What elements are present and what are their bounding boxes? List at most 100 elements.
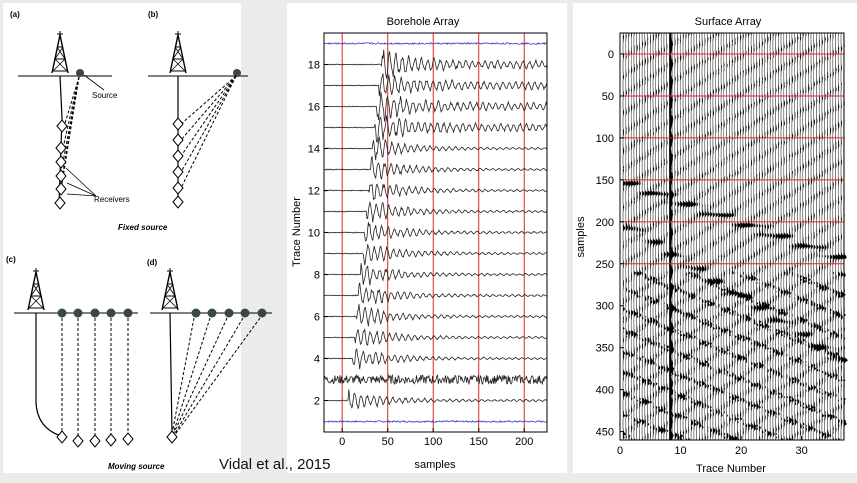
surface-wiggle-trace bbox=[631, 32, 636, 441]
surface-wiggle-trace bbox=[797, 32, 801, 440]
surface-wiggle-trace bbox=[756, 33, 760, 441]
surface-wiggle-trace bbox=[644, 33, 648, 441]
borehole-array-chart: Borehole Array 0 50 100 150 200 2 4 6 8 10 12 14 16… bbox=[291, 16, 548, 471]
surface-chart-title: Surface Array bbox=[695, 16, 762, 28]
borehole-trace bbox=[323, 200, 548, 223]
borehole-traces bbox=[323, 41, 548, 424]
surface-wiggle-trace bbox=[701, 33, 706, 441]
borehole-x-tick-label: 100 bbox=[424, 436, 442, 448]
surface-wiggle-trace bbox=[813, 33, 818, 441]
surface-wiggle-trace bbox=[783, 33, 788, 441]
surface-wiggle-trace bbox=[810, 32, 815, 440]
receiver-icon bbox=[72, 434, 84, 448]
surface-wiggle-trace bbox=[767, 32, 771, 441]
surface-wiggle-trace bbox=[748, 32, 753, 440]
surface-wiggle-trace bbox=[742, 32, 747, 440]
receiver-icon bbox=[89, 434, 101, 448]
receiver-icon bbox=[56, 430, 68, 444]
surface-y-tick-label: 200 bbox=[596, 217, 614, 229]
borehole-x-tick-label: 200 bbox=[515, 436, 533, 448]
surface-wiggle-trace bbox=[824, 33, 827, 441]
surface-wiggle-trace bbox=[838, 32, 843, 441]
borehole-trace bbox=[323, 155, 548, 180]
borehole-trace bbox=[323, 91, 548, 122]
borehole-trace bbox=[323, 73, 548, 97]
source-dot bbox=[90, 308, 100, 318]
receiver-icon bbox=[55, 182, 67, 196]
citation: Vidal et al., 2015 bbox=[219, 456, 331, 473]
surface-horizontal-lines bbox=[620, 53, 844, 265]
surface-plot-frame bbox=[619, 32, 845, 441]
surface-wiggle-trace bbox=[769, 32, 773, 440]
receiver-icon bbox=[172, 165, 184, 179]
surface-wiggle-trace bbox=[772, 32, 776, 440]
surface-wiggle-trace bbox=[791, 33, 795, 441]
surface-y-tick-label: 50 bbox=[602, 91, 614, 103]
surface-wiggle-trace bbox=[816, 33, 822, 441]
surface-y-tick-label: 300 bbox=[596, 301, 614, 313]
surface-x-tick-label: 30 bbox=[795, 445, 807, 457]
surface-wiggle-trace bbox=[737, 33, 742, 441]
surface-wiggle-trace bbox=[764, 33, 769, 441]
surface-wiggle-trace bbox=[625, 32, 630, 440]
surface-wiggle-trace bbox=[840, 32, 845, 440]
borehole-x-axis-title: samples bbox=[415, 459, 456, 471]
surface-wiggle-trace bbox=[726, 33, 730, 441]
borehole-trace bbox=[323, 136, 548, 161]
borehole-y-axis-title: Trace Number bbox=[291, 197, 303, 267]
surface-wiggle-trace bbox=[647, 33, 651, 441]
borehole-x-ticks: 0 50 100 150 200 bbox=[339, 428, 533, 448]
borehole-trace bbox=[323, 222, 547, 242]
borehole-trace bbox=[323, 115, 548, 143]
borehole-trace bbox=[324, 262, 548, 286]
moving-source-caption: Moving source bbox=[108, 462, 165, 471]
surface-wiggle-trace bbox=[682, 32, 687, 440]
schematic-c: (c) bbox=[6, 255, 138, 448]
surface-x-tick-label: 20 bbox=[735, 445, 747, 457]
source-dot bbox=[257, 308, 267, 318]
borehole-trace bbox=[323, 304, 548, 327]
receiver-icon bbox=[54, 196, 66, 210]
surface-wiggles bbox=[622, 32, 849, 441]
surface-wiggle-trace bbox=[775, 32, 779, 440]
surface-wiggle-trace bbox=[734, 33, 738, 441]
surface-y-tick-label: 350 bbox=[596, 343, 614, 355]
receiver-icon bbox=[172, 149, 184, 163]
surface-x-tick-label: 10 bbox=[674, 445, 686, 457]
source-dot bbox=[106, 308, 116, 318]
surface-wiggle-trace bbox=[740, 32, 744, 440]
surface-wiggle-trace bbox=[753, 32, 757, 441]
borehole-trace bbox=[323, 389, 547, 409]
surface-wiggle-trace bbox=[661, 32, 664, 440]
source-dot bbox=[233, 69, 241, 77]
surface-wiggle-trace bbox=[696, 33, 700, 441]
surface-y-tick-label: 450 bbox=[596, 427, 614, 439]
surface-wiggle-trace bbox=[829, 32, 833, 441]
surface-wiggle-trace bbox=[704, 33, 708, 441]
borehole-y-tick-label: 14 bbox=[308, 144, 320, 156]
borehole-trace bbox=[323, 244, 547, 266]
surface-wiggle-trace bbox=[835, 32, 840, 441]
panel-label-b: (b) bbox=[148, 10, 159, 19]
borehole-y-ticks: 2 4 6 8 10 12 14 16 18 bbox=[308, 60, 328, 408]
schematic-a: (a) Source Receivers bbox=[10, 10, 130, 210]
borehole-trace bbox=[323, 419, 547, 424]
surface-wiggle-trace bbox=[821, 33, 825, 441]
surface-y-ticks: 0 50 100 150 200 250 300 350 400 450 bbox=[596, 49, 624, 439]
surface-wiggle-trace bbox=[729, 33, 734, 441]
panel-label-a: (a) bbox=[10, 10, 20, 19]
surface-wiggle-trace bbox=[671, 33, 676, 441]
receivers-annotation: Receivers bbox=[94, 195, 130, 204]
fixed-source-caption: Fixed source bbox=[118, 223, 168, 232]
surface-wiggle-trace bbox=[677, 33, 681, 441]
source-annotation: Source bbox=[92, 91, 118, 100]
receiver-icon bbox=[172, 181, 184, 195]
source-dot bbox=[123, 308, 133, 318]
surface-wiggle-trace bbox=[693, 32, 697, 440]
surface-wiggle-trace bbox=[622, 32, 627, 440]
borehole-line bbox=[35, 313, 62, 437]
surface-wiggle-trace bbox=[699, 33, 703, 441]
borehole-trace bbox=[323, 282, 547, 304]
surface-wiggle-trace bbox=[710, 32, 714, 440]
